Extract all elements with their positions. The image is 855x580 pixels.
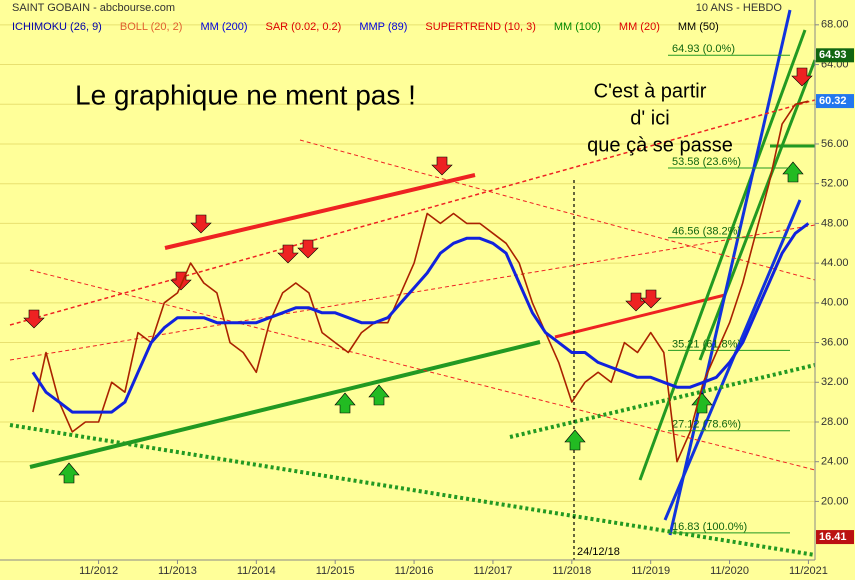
y-tick-label: 36.00 xyxy=(821,336,849,348)
legend-entry: SUPERTREND (10, 3) xyxy=(425,21,535,33)
annotation: Le graphique ne ment pas ! xyxy=(75,79,416,110)
y-tick-label: 24.00 xyxy=(821,456,849,468)
legend-entry: SAR (0.02, 0.2) xyxy=(266,21,342,33)
y-tick-label: 52.00 xyxy=(821,178,849,190)
legend-entry: MM (100) xyxy=(554,21,601,33)
annotation: 24/12/18 xyxy=(577,546,620,558)
fib-label: 64.93 (0.0%) xyxy=(672,43,735,55)
y-tick-label: 40.00 xyxy=(821,297,849,309)
annotation: que çà se passe xyxy=(587,134,733,156)
legend-entry: MM (200) xyxy=(200,21,247,33)
x-tick-label: 11/2012 xyxy=(79,565,118,577)
price-tag xyxy=(816,94,854,109)
price-tag xyxy=(816,530,854,545)
y-tick-label: 56.00 xyxy=(821,138,849,150)
price-tag-label: 16.41 xyxy=(819,531,847,543)
legend-entry: ICHIMOKU (26, 9) xyxy=(12,21,102,33)
legend-entry: BOLL (20, 2) xyxy=(120,21,183,33)
x-tick-label: 11/2021 xyxy=(789,565,828,577)
fib-label: 16.83 (100.0%) xyxy=(672,521,747,533)
chart-title: SAINT GOBAIN - abcbourse.com xyxy=(12,2,175,14)
grid xyxy=(0,24,815,502)
fib-label: 35.21 (61.8%) xyxy=(672,338,741,350)
fib-label: 27.12 (78.6%) xyxy=(672,419,741,431)
y-tick-label: 28.00 xyxy=(821,416,849,428)
chart-subtitle: 10 ANS - HEBDO xyxy=(696,2,783,14)
arrows xyxy=(23,67,813,484)
y-tick-label: 32.00 xyxy=(821,376,849,388)
y-tick-label: 20.00 xyxy=(821,495,849,507)
y-tick-label: 68.00 xyxy=(821,19,849,31)
annotation: d' ici xyxy=(630,107,669,129)
fib-label: 46.56 (38.2%) xyxy=(672,226,741,238)
x-tick-label: 11/2014 xyxy=(237,565,276,577)
annotation: C'est à partir xyxy=(594,80,707,102)
y-tick-label: 44.00 xyxy=(821,257,849,269)
legend-entry: MMP (89) xyxy=(359,21,407,33)
price-tag-label: 64.93 xyxy=(819,49,847,61)
x-tick-label: 11/2018 xyxy=(552,565,591,577)
price-tag-label: 60.32 xyxy=(819,95,847,107)
x-tick-label: 11/2015 xyxy=(316,565,355,577)
moving-average xyxy=(31,222,810,414)
x-tick-label: 11/2020 xyxy=(710,565,749,577)
x-tick-label: 11/2017 xyxy=(473,565,512,577)
fib-label: 53.58 (23.6%) xyxy=(672,156,741,168)
legend-entry: MM (20) xyxy=(619,21,660,33)
y-tick-label: 48.00 xyxy=(821,217,849,229)
price-tag xyxy=(816,48,854,63)
x-tick-label: 11/2019 xyxy=(631,565,670,577)
x-tick-label: 11/2016 xyxy=(395,565,434,577)
legend-entry: MM (50) xyxy=(678,21,719,33)
x-tick-label: 11/2013 xyxy=(158,565,197,577)
price-line xyxy=(32,100,809,463)
